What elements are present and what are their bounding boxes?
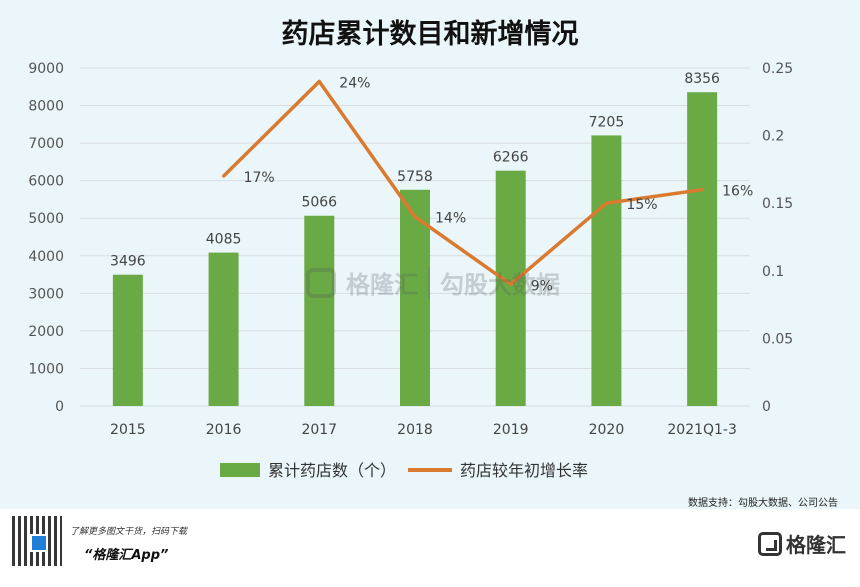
bar (112, 274, 143, 406)
y-left-tick-label: 6000 (28, 174, 64, 190)
y-right-tick-label: 0.2 (762, 129, 784, 145)
footer-brand: 格隆汇 (758, 529, 846, 558)
bar (304, 215, 335, 406)
bar (208, 252, 239, 406)
bar-value-label: 7205 (589, 114, 625, 130)
x-tick-label: 2021Q1-3 (667, 422, 737, 438)
x-tick-label: 2020 (589, 422, 625, 438)
line-point (222, 174, 226, 178)
legend-bar-swatch (220, 463, 260, 477)
footer-app-name: “格隆汇App” (84, 548, 169, 563)
y-left-tick-label: 7000 (28, 136, 64, 152)
y-right-tick-label: 0.25 (762, 61, 793, 77)
footer-brand-name: 格隆汇 (786, 533, 846, 557)
bar (495, 170, 526, 406)
growth-rate-line (222, 79, 703, 287)
y-right-tick-label: 0 (762, 399, 771, 415)
combo-chart: 0 1000 2000 3000 4000 5000 6000 7000 8000 9000 0 0.… (28, 61, 793, 480)
watermark: 格隆汇 勾股大数据 (306, 265, 560, 300)
bar-value-label: 5066 (301, 195, 337, 211)
line-value-label: 24% (339, 76, 370, 92)
chart-title: 药店累计数目和新增情况 (281, 19, 579, 50)
line-value-label: 17% (244, 170, 275, 186)
footer-download-text: 了解更多图文干货，扫码下载 (70, 527, 188, 537)
line-value-label: 16% (722, 184, 753, 200)
gelonghui-logo-icon (306, 267, 336, 298)
x-tick-label: 2016 (206, 422, 242, 438)
watermark-divider (428, 266, 430, 299)
watermark-brand: 格隆汇 (346, 271, 418, 299)
y-left-tick-label: 4000 (28, 249, 64, 265)
bar (687, 92, 718, 406)
y-left-tick-label: 2000 (28, 324, 64, 340)
source-note: 数据支持：勾股大数据、公司公告 (688, 498, 838, 509)
y-left-tick-label: 3000 (28, 286, 64, 302)
y-left-tick-label: 1000 (28, 361, 64, 377)
bar-value-label: 6266 (493, 150, 529, 166)
y-left-tick-label: 0 (55, 399, 64, 415)
bar-value-label: 4085 (206, 232, 242, 248)
legend-bar-label: 累计药店数（个） (268, 461, 396, 480)
line-value-label: 9% (531, 278, 553, 294)
line-point (604, 201, 608, 205)
y-right-tick-label: 0.15 (762, 196, 793, 212)
y-left-tick-label: 8000 (28, 99, 64, 115)
x-tick-label: 2015 (110, 422, 146, 438)
y-right-tick-label: 0.05 (762, 331, 793, 347)
footer: 了解更多图文干货，扫码下载 “格隆汇App” 格隆汇 (0, 509, 860, 587)
bar-value-label: 5758 (397, 169, 433, 185)
watermark-partner: 勾股大数据 (440, 271, 560, 299)
qr-logo-icon (30, 534, 48, 552)
gelonghui-logo-icon (758, 531, 782, 556)
legend-line-label: 药店较年初增长率 (460, 461, 588, 480)
bar-value-label: 3496 (110, 254, 146, 270)
line-value-label: 14% (435, 211, 466, 227)
bar (591, 135, 622, 406)
x-tick-label: 2018 (397, 422, 433, 438)
y-right-tick-label: 0.1 (762, 264, 784, 280)
line-point (317, 80, 321, 84)
x-tick-label: 2019 (493, 422, 529, 438)
line-point (413, 215, 417, 219)
y-left-tick-label: 5000 (28, 211, 64, 227)
bar-value-label: 8356 (684, 71, 720, 87)
line-value-label: 15% (626, 197, 657, 213)
line-point (700, 188, 704, 192)
x-tick-label: 2017 (301, 422, 337, 438)
line-point (509, 282, 513, 286)
y-left-tick-label: 9000 (28, 61, 64, 77)
